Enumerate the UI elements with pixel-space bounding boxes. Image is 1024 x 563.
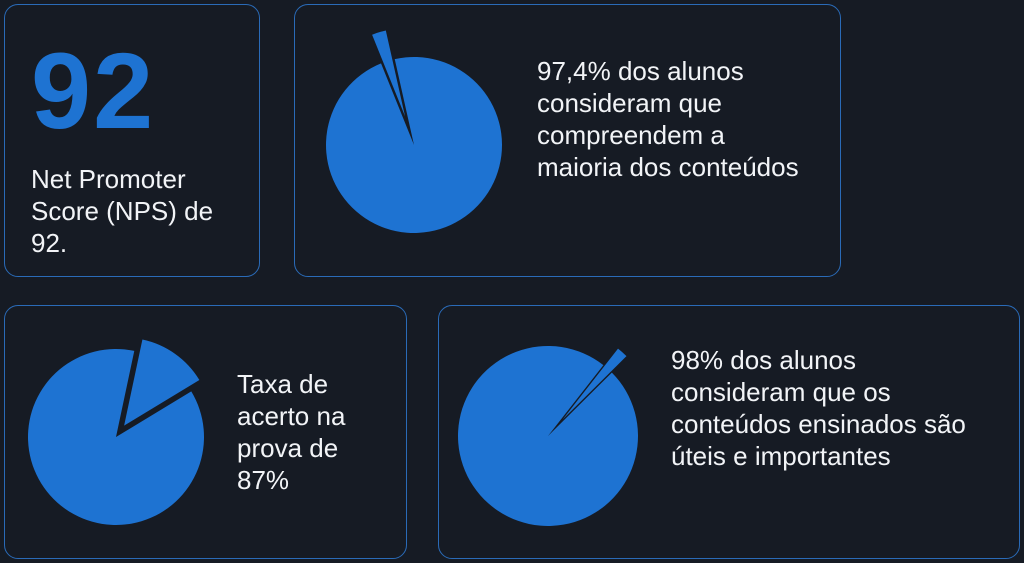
compreensao-pie-slice-main — [326, 57, 502, 233]
comprehension-card: 97,4% dos alunos consideram que compreen… — [294, 4, 841, 277]
usefulness-caption: 98% dos alunos consideram que os conteúd… — [671, 345, 966, 471]
acerto-pie-slice-exploded — [124, 339, 200, 426]
utilidade-pie-slice-main — [458, 346, 639, 526]
accuracy-caption: Taxa de acerto na prova de 87% — [237, 369, 346, 495]
nps-label: Net Promoter Score (NPS) de 92. — [31, 164, 214, 258]
usefulness-card: 98% dos alunos consideram que os conteúd… — [438, 305, 1020, 559]
compreensao-pie-slice-exploded — [372, 30, 406, 117]
nps-card: 92 Net Promoter Score (NPS) de 92. — [4, 4, 260, 277]
comprehension-caption: 97,4% dos alunos consideram que compreen… — [537, 56, 799, 182]
utilidade-pie-slice-exploded — [562, 348, 627, 420]
acerto-pie-slice-main — [27, 348, 204, 526]
nps-value: 92 — [31, 30, 156, 151]
accuracy-card: Taxa de acerto na prova de 87% — [4, 305, 407, 559]
